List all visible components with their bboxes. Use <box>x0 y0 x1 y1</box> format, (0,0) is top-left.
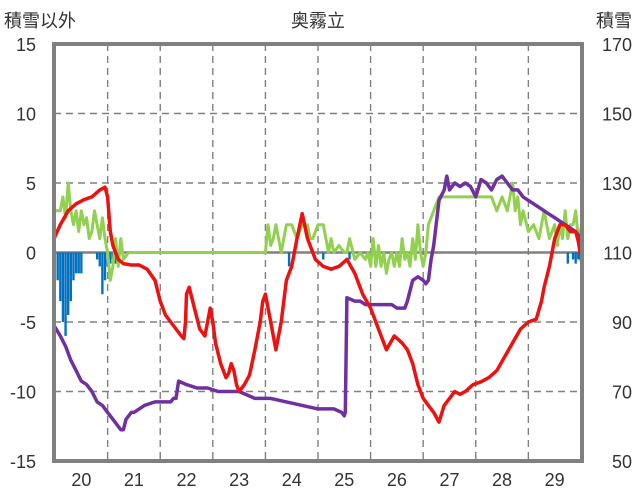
precip-bar <box>577 252 580 260</box>
wind-line <box>52 181 584 282</box>
left-tick-label: 15 <box>16 35 36 55</box>
right-tick-label: 170 <box>602 35 632 55</box>
precip-bar <box>95 252 99 260</box>
left-axis-label: 積雪以外 <box>4 11 76 32</box>
plot-frame <box>52 42 584 463</box>
series-lines-layer <box>52 174 584 432</box>
x-tick-label: 20 <box>71 470 91 490</box>
precip-bar <box>69 252 73 302</box>
precip-bar <box>101 252 104 295</box>
precip-bar <box>74 252 78 274</box>
right-tick-label: 110 <box>603 244 632 264</box>
temperature-line <box>52 185 584 424</box>
precip-bar <box>72 252 75 281</box>
right-tick-label: 130 <box>602 174 632 194</box>
x-tick-label: 26 <box>387 470 407 490</box>
precip-bar <box>61 252 65 322</box>
right-tick-label: 150 <box>602 105 632 125</box>
x-tick-label: 21 <box>124 470 144 490</box>
precip-bar <box>67 252 70 316</box>
precip-bar <box>64 252 67 336</box>
right-tick-label: 70 <box>612 383 632 403</box>
x-tick-label: 22 <box>177 470 197 490</box>
right-tick-label: 50 <box>612 452 632 472</box>
x-tick-label: 29 <box>545 470 565 490</box>
left-tick-label: -5 <box>20 313 36 333</box>
right-tick-label: 90 <box>612 313 632 333</box>
x-tick-label: 28 <box>492 470 512 490</box>
right-axis-label: 積雪 <box>596 11 632 32</box>
precip-bar <box>59 252 62 302</box>
precip-bar <box>80 252 83 274</box>
precip-bar <box>56 252 59 281</box>
precip-bar <box>287 252 291 267</box>
left-tick-label: 0 <box>26 244 36 264</box>
precip-bar <box>574 252 577 264</box>
x-tick-label: 23 <box>229 470 249 490</box>
precip-bar <box>566 252 569 264</box>
precip-bar <box>571 252 575 260</box>
precip-bar <box>114 252 117 264</box>
chart-title: 奥霧立 <box>291 11 345 32</box>
left-tick-label: -15 <box>10 452 36 472</box>
left-tick-label: 10 <box>16 105 36 125</box>
x-tick-label: 27 <box>439 470 459 490</box>
precip-bar <box>322 252 325 260</box>
precip-bar <box>109 252 112 264</box>
left-tick-label: 5 <box>26 174 36 194</box>
left-tick-label: -10 <box>10 383 36 403</box>
precip-bar <box>98 252 101 267</box>
x-tick-label: 24 <box>282 470 302 490</box>
precip-bar <box>348 252 351 260</box>
precip-bar <box>103 252 107 281</box>
x-tick-label: 25 <box>334 470 354 490</box>
precip-bar <box>77 252 80 274</box>
